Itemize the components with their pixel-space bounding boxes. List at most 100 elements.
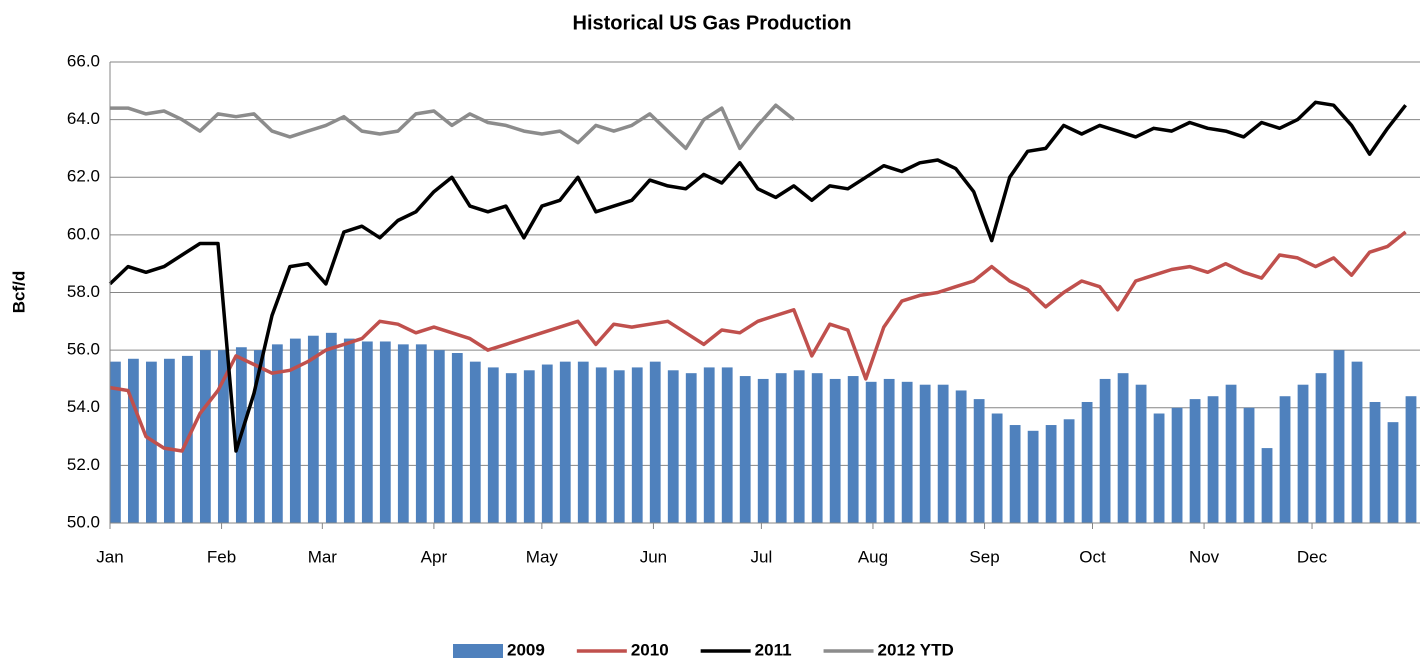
bar (1225, 384, 1237, 523)
line (108, 100, 1407, 453)
y-tick-label: 58.0 (67, 282, 100, 301)
legend-label: 2010 (631, 640, 669, 659)
bar (919, 384, 931, 523)
bar (1387, 422, 1399, 523)
x-tick-label: May (526, 547, 559, 566)
bar (1333, 350, 1345, 523)
bar (811, 373, 823, 523)
bar (325, 332, 337, 523)
bar (397, 344, 409, 523)
bar (541, 364, 553, 523)
bar (145, 361, 157, 523)
bar (685, 373, 697, 523)
x-tick-label: Feb (207, 547, 236, 566)
bar (415, 344, 427, 523)
y-tick-label: 54.0 (67, 397, 100, 416)
legend-label: 2009 (507, 640, 545, 659)
x-tick-label: Sep (969, 547, 999, 566)
bar (253, 350, 265, 523)
bar (1171, 407, 1183, 523)
legend-label: 2011 (755, 640, 792, 659)
bar (595, 367, 607, 523)
bar (1261, 448, 1273, 523)
bar (127, 358, 139, 523)
y-tick-label: 62.0 (67, 167, 100, 186)
bar (1153, 413, 1165, 523)
bar (631, 367, 643, 523)
bar (217, 350, 229, 523)
bar (757, 378, 769, 523)
x-tick-label: Mar (308, 547, 338, 566)
bar (343, 338, 355, 523)
bar (613, 370, 625, 523)
legend-label: 2012 YTD (878, 640, 954, 659)
bar (433, 350, 445, 523)
bar (577, 361, 589, 523)
y-tick-label: 50.0 (67, 512, 100, 531)
y-tick-label: 60.0 (67, 224, 100, 243)
bar (1405, 396, 1417, 523)
bar (163, 358, 175, 523)
bar (703, 367, 715, 523)
bar (1189, 399, 1201, 523)
y-tick-label: 64.0 (67, 109, 100, 128)
bar (1099, 378, 1111, 523)
bar (775, 373, 787, 523)
bar (937, 384, 949, 523)
x-tick-label: Nov (1189, 547, 1220, 566)
x-tick-label: Oct (1079, 547, 1106, 566)
x-tick-label: Jul (751, 547, 773, 566)
x-tick-label: Aug (858, 547, 888, 566)
y-tick-label: 52.0 (67, 455, 100, 474)
bar (667, 370, 679, 523)
line (109, 230, 1407, 453)
bar (1045, 425, 1057, 523)
chart-title: Historical US Gas Production (573, 12, 852, 34)
bar (361, 341, 373, 523)
bar (451, 353, 463, 523)
bar (883, 378, 895, 523)
bar (649, 361, 661, 523)
bar (991, 413, 1003, 523)
bar (1297, 384, 1309, 523)
bar (523, 370, 535, 523)
bar (829, 378, 841, 523)
bar (1009, 425, 1021, 523)
bar (901, 381, 913, 523)
bar (487, 367, 499, 523)
legend-swatch (453, 644, 503, 658)
bar (469, 361, 481, 523)
bar (973, 399, 985, 523)
bar (1279, 396, 1291, 523)
bar (1117, 373, 1129, 523)
x-tick-label: Jan (96, 547, 123, 566)
y-axis-label: Bcf/d (9, 271, 28, 314)
bar (1315, 373, 1327, 523)
bar (865, 381, 877, 523)
bar (110, 361, 121, 523)
bar (1369, 401, 1381, 523)
bar (847, 376, 859, 523)
bar (289, 338, 301, 523)
bar (379, 341, 391, 523)
bar (1135, 384, 1147, 523)
bar (793, 370, 805, 523)
bar (721, 367, 733, 523)
y-tick-label: 66.0 (67, 51, 100, 70)
bar (505, 373, 517, 523)
bar (739, 376, 751, 523)
bar (1207, 396, 1219, 523)
line (110, 103, 795, 151)
bar (1027, 430, 1039, 523)
bar (1081, 401, 1093, 523)
bar (1243, 407, 1255, 523)
x-tick-label: Apr (421, 547, 448, 566)
bar (307, 335, 319, 523)
bar (1063, 419, 1075, 523)
y-tick-label: 56.0 (67, 340, 100, 359)
x-tick-label: Jun (640, 547, 667, 566)
x-tick-label: Dec (1297, 547, 1328, 566)
bar (955, 390, 967, 523)
bar (559, 361, 571, 523)
